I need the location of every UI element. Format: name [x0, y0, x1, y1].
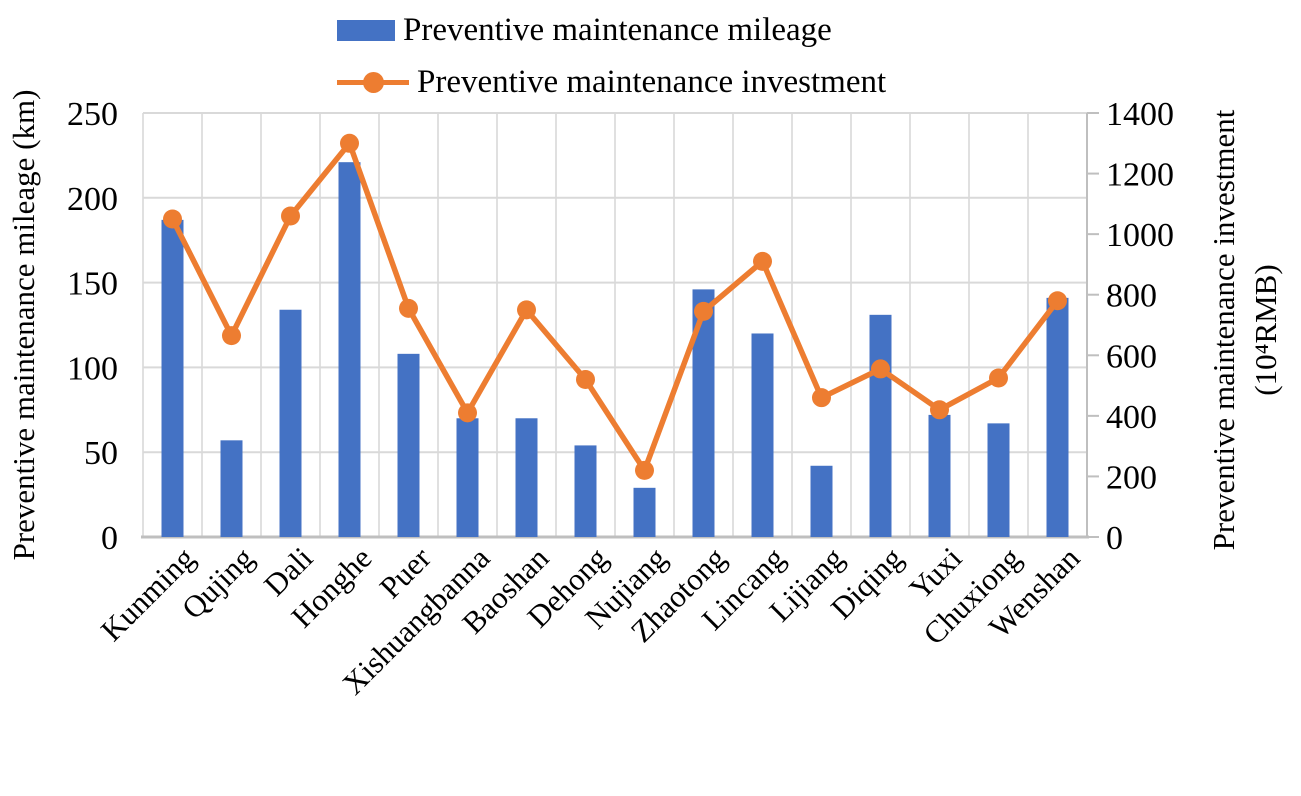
legend: Preventive maintenance mileage Preventiv…: [337, 4, 886, 108]
bar-honghe: [338, 162, 361, 537]
bar-wenshan: [1046, 297, 1069, 537]
bar-nujiang: [633, 487, 656, 537]
ytick-label-right: 600: [1106, 338, 1157, 375]
ytick-label-left: 0: [101, 520, 118, 557]
ytick-label-right: 1400: [1106, 96, 1174, 133]
bar-zhaotong: [692, 289, 715, 537]
marker-chuxiong: [989, 368, 1008, 388]
bar-yuxi: [928, 414, 951, 537]
marker-puer: [399, 298, 418, 318]
marker-honghe: [340, 133, 359, 153]
legend-mileage-label: Preventive maintenance mileage: [403, 11, 832, 48]
bar-kunming: [161, 219, 184, 537]
bar-baoshan: [515, 418, 538, 537]
marker-zhaotong: [694, 301, 713, 321]
investment-line: [169, 140, 1061, 474]
marker-xishuangbanna: [458, 403, 477, 423]
bar-xishuangbanna: [456, 418, 479, 537]
ytick-label-right: 1000: [1106, 217, 1174, 254]
ytick-label-right: 1200: [1106, 157, 1174, 194]
bar-lijiang: [810, 465, 833, 537]
bar-diqing: [869, 314, 892, 537]
marker-baoshan: [517, 300, 536, 320]
ytick-label-left: 50: [84, 435, 118, 472]
ytick-label-left: 100: [67, 350, 118, 387]
legend-investment-marker-icon: [337, 71, 409, 93]
ytick-label-left: 250: [67, 96, 118, 133]
ytick-label-left: 150: [67, 266, 118, 303]
marker-lincang: [753, 251, 772, 271]
ytick-label-right: 400: [1106, 399, 1157, 436]
bar-dali: [279, 309, 302, 537]
marker-diqing: [871, 359, 890, 379]
right-axis-title: Preventive maintenance investment (10⁴RM…: [1203, 100, 1287, 560]
ytick-label-right: 0: [1106, 520, 1123, 557]
bar-qujing: [220, 440, 243, 537]
legend-item-mileage: Preventive maintenance mileage: [337, 4, 886, 56]
marker-yuxi: [930, 400, 949, 420]
marker-dali: [281, 206, 300, 226]
right-axis-title-line1: Preventive maintenance investment: [1206, 109, 1241, 551]
bar-chuxiong: [987, 423, 1010, 537]
bar-lincang: [751, 333, 774, 537]
legend-item-investment: Preventive maintenance investment: [337, 56, 886, 108]
marker-lijiang: [812, 388, 831, 408]
bar-dehong: [574, 445, 597, 537]
marker-kunming: [163, 209, 182, 229]
right-axis-title-line2: (10⁴RMB): [1248, 264, 1283, 396]
legend-investment-label: Preventive maintenance investment: [417, 63, 887, 100]
marker-qujing: [222, 326, 241, 346]
marker-wenshan: [1048, 291, 1067, 311]
bar-puer: [397, 353, 420, 537]
ytick-label-right: 200: [1106, 459, 1157, 496]
left-axis-title: Preventive maintenance mileage (km): [6, 89, 41, 561]
marker-dehong: [576, 370, 595, 390]
legend-mileage-swatch: [337, 19, 395, 41]
ytick-label-left: 200: [67, 181, 118, 218]
marker-nujiang: [635, 460, 654, 480]
ytick-label-right: 800: [1106, 278, 1157, 315]
